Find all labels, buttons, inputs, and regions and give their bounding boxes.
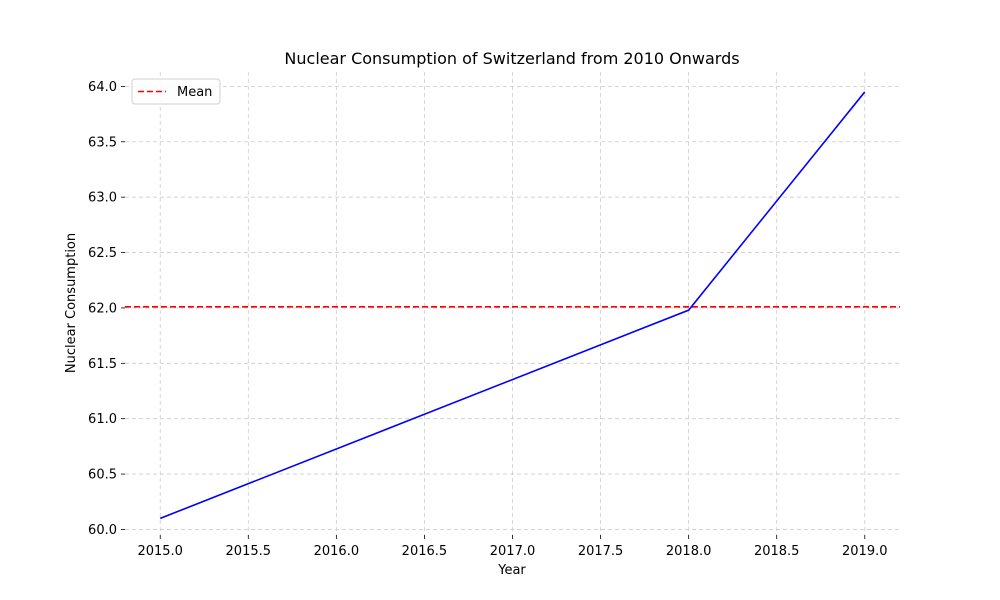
x-tick-label: 2016.5 xyxy=(402,544,448,559)
legend-label: Mean xyxy=(177,85,212,100)
legend-box xyxy=(131,78,221,105)
x-tick-label: 2018.5 xyxy=(754,544,800,559)
y-tick-label: 62.5 xyxy=(88,246,117,261)
x-tick-label: 2016.0 xyxy=(314,544,360,559)
grid xyxy=(125,72,900,535)
x-tick-label: 2015.0 xyxy=(137,544,183,559)
x-tick-label: 2018.0 xyxy=(666,544,712,559)
y-tick-label: 62.0 xyxy=(88,301,117,316)
x-tick-label: 2019.0 xyxy=(842,544,888,559)
y-tick-label: 60.5 xyxy=(88,468,117,483)
series-lines xyxy=(159,91,866,520)
y-tick-label: 61.0 xyxy=(88,412,117,427)
y-tick-label: 63.0 xyxy=(88,191,117,206)
legend: Mean xyxy=(131,78,221,105)
x-axis-label: Year xyxy=(497,563,526,578)
chart-title: Nuclear Consumption of Switzerland from … xyxy=(284,49,739,68)
x-tick-label: 2017.0 xyxy=(490,544,536,559)
y-axis-ticks: 60.0 60.5 61.0 61.5 62.0 62.5 63.0 63.5 64.0 xyxy=(88,80,125,538)
y-tick-label: 61.5 xyxy=(88,357,117,372)
x-tick-label: 2017.5 xyxy=(578,544,624,559)
y-tick-label: 60.0 xyxy=(88,523,117,538)
x-tick-label: 2015.5 xyxy=(226,544,272,559)
y-axis-label: Nuclear Consumption xyxy=(64,233,79,373)
series-line xyxy=(159,91,866,520)
y-tick-label: 64.0 xyxy=(88,80,117,95)
y-tick-label: 63.5 xyxy=(88,135,117,150)
x-axis-ticks: 2015.0 2015.5 2016.0 2016.5 2017.0 2017.5 2018… xyxy=(137,535,888,559)
